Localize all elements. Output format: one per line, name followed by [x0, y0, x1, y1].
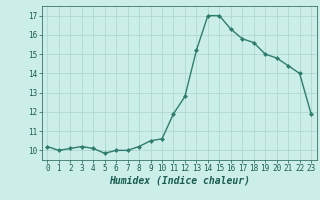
X-axis label: Humidex (Indice chaleur): Humidex (Indice chaleur)	[109, 176, 250, 186]
